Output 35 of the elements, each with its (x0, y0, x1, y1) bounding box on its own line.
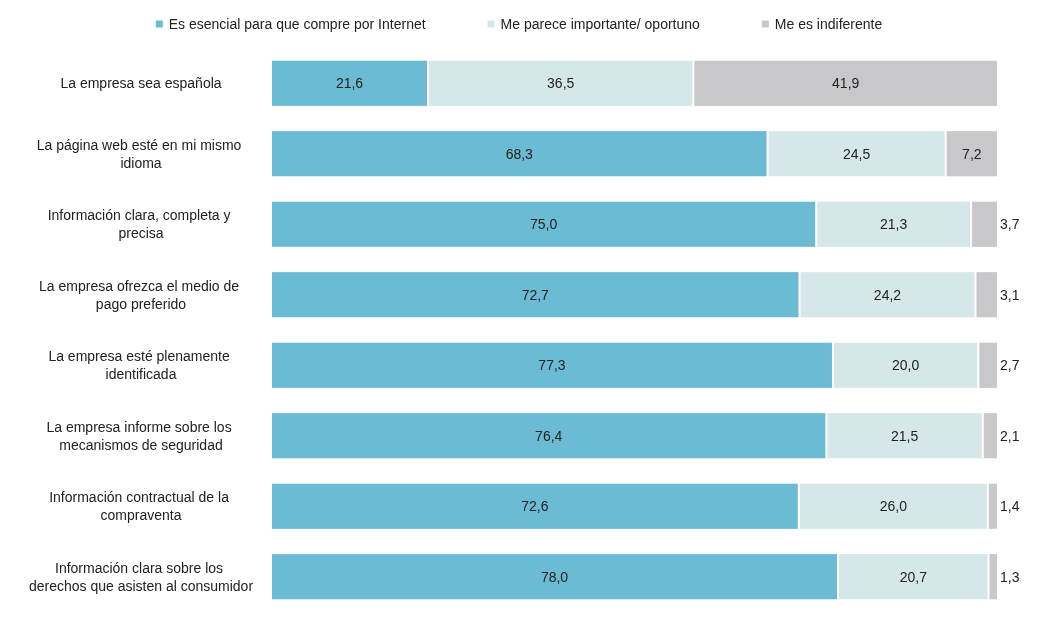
y-tick-label: Información clara sobre los derechos que asisten al consumidor (28, 559, 254, 594)
y-tick-label: La empresa sea española (60, 75, 222, 92)
data-label: 3,1 (1000, 286, 1020, 303)
data-label: 76,4 (535, 427, 563, 444)
data-label: 2,7 (1000, 357, 1020, 374)
y-tick-label: La empresa ofrezca el medio de pago preferido (39, 277, 243, 312)
data-label: 26,0 (879, 498, 908, 515)
data-label: 24,5 (842, 145, 871, 162)
y-tick-label: La empresa esté plenamente identificada (48, 348, 234, 383)
data-label: 21,3 (880, 216, 908, 233)
data-label: 24,2 (873, 286, 902, 303)
data-label: 3,7 (1000, 216, 1020, 233)
data-label: 7,2 (962, 145, 982, 162)
legend-label: Es esencial para que compre por Internet (168, 16, 426, 32)
data-label: 20,0 (892, 357, 920, 374)
y-tick-label: La página web esté en mi mismo idioma (36, 136, 246, 171)
data-label: 21,5 (890, 427, 919, 444)
data-label: 72,6 (521, 498, 549, 515)
data-label: 68,3 (505, 145, 534, 162)
y-tick-label: La empresa informe sobre los mecanismos de seguridad (46, 418, 236, 453)
data-label: 77,3 (538, 357, 566, 374)
data-label: 75,0 (530, 216, 558, 233)
data-label: 78,0 (540, 568, 569, 585)
data-label: 36,5 (547, 75, 575, 92)
data-label: 41,9 (832, 75, 860, 92)
y-tick-label: Información contractual de la compraventa (49, 489, 233, 524)
data-label: 1,4 (1000, 498, 1020, 515)
legend-label: Me parece importante/ oportuno (500, 16, 701, 32)
legend-label: Me es indiferente (774, 16, 883, 32)
data-label: 21,6 (335, 75, 364, 92)
y-tick-label: Información clara, completa y precisa (47, 207, 235, 242)
data-label: 2,1 (1000, 427, 1020, 444)
data-label: 1,3 (1000, 568, 1020, 585)
data-label: 72,7 (521, 286, 550, 303)
data-label: 20,7 (899, 568, 928, 585)
